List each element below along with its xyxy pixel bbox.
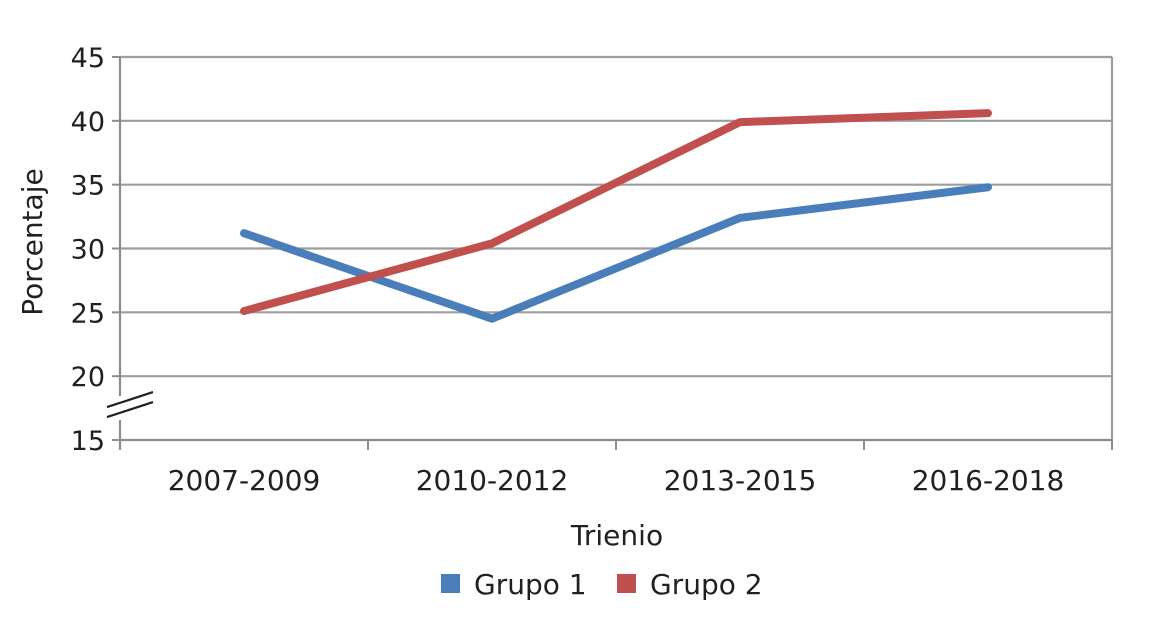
legend: Grupo 1 Grupo 2 <box>441 568 763 601</box>
axis-break-slash <box>106 391 154 409</box>
x-axis-label: Trienio <box>570 519 663 552</box>
x-tick-label: 2013-2015 <box>664 464 817 497</box>
y-tick-label: 30 <box>71 235 105 266</box>
y-tick-label: 35 <box>71 171 105 202</box>
y-tick-labels: 15 20 25 30 35 40 45 <box>71 43 105 457</box>
y-tick-label: 20 <box>71 362 105 393</box>
y-tick-label: 25 <box>71 298 105 329</box>
y-axis-label: Porcentaje <box>16 168 49 315</box>
axes <box>112 56 1113 450</box>
legend-label-2: Grupo 2 <box>650 568 763 601</box>
x-tick-label: 2007-2009 <box>168 464 321 497</box>
legend-swatch-1 <box>441 574 460 593</box>
y-tick-label: 40 <box>71 107 105 138</box>
y-tick-label: 45 <box>71 43 105 74</box>
x-tick-label: 2010-2012 <box>416 464 569 497</box>
series-line-1 <box>240 183 992 323</box>
axis-break-marker <box>106 391 154 421</box>
legend-swatch-2 <box>617 574 636 593</box>
x-tick-label: 2016-2018 <box>912 464 1065 497</box>
y-tick-label: 15 <box>71 426 105 457</box>
series-line-2 <box>240 109 992 316</box>
series-lines <box>240 109 992 323</box>
x-tick-labels: 2007-2009 2010-2012 2013-2015 2016-2018 <box>168 464 1065 497</box>
legend-label-1: Grupo 1 <box>474 568 587 601</box>
axis-break-slash <box>106 401 154 419</box>
